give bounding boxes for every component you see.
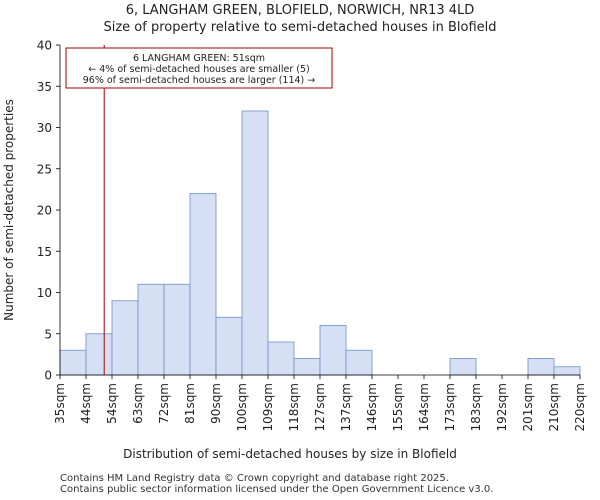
histogram-bar-54sqm — [111, 300, 139, 376]
histogram-chart: 6, LANGHAM GREEN, BLOFIELD, NORWICH, NR1… — [2, 3, 587, 461]
x-tick-label: 220sqm — [573, 383, 587, 431]
x-tick-label: 100sqm — [235, 383, 249, 431]
histogram-bar-90sqm — [215, 316, 243, 376]
y-tick-label: 40 — [37, 39, 52, 53]
footer-line-2: Contains public sector information licen… — [60, 484, 494, 495]
y-tick-label: 0 — [44, 369, 52, 383]
x-axis-label: Distribution of semi-detached houses by … — [123, 447, 457, 461]
histogram-bar-118sqm — [293, 358, 321, 376]
histogram-bar-127sqm — [319, 325, 347, 376]
bars-group — [59, 110, 581, 376]
y-tick-label: 5 — [44, 327, 52, 341]
x-tick-label: 201sqm — [521, 383, 535, 431]
histogram-bar-81sqm — [189, 193, 217, 376]
x-tick-label: 90sqm — [209, 383, 223, 424]
x-tick-label: 210sqm — [547, 383, 561, 431]
x-tick-label: 118sqm — [287, 383, 301, 431]
annotation-line-3: 96% of semi-detached houses are larger (… — [83, 75, 316, 86]
annotation-line-2: ← 4% of semi-detached houses are smaller… — [88, 64, 309, 75]
y-tick-label: 25 — [37, 162, 52, 176]
chart-title: 6, LANGHAM GREEN, BLOFIELD, NORWICH, NR1… — [126, 3, 475, 18]
x-axis-ticks: 35sqm 44sqm 54sqm 63sqm 72sqm 81sqm 90sqm 100sq… — [53, 375, 587, 431]
annotation-line-1: 6 LANGHAM GREEN: 51sqm — [133, 53, 265, 64]
y-tick-label: 35 — [37, 80, 52, 94]
histogram-bar-173sqm — [449, 358, 477, 376]
x-tick-label: 63sqm — [131, 383, 145, 424]
annotation-border — [65, 47, 333, 89]
x-tick-label: 137sqm — [339, 383, 353, 431]
y-tick-label: 15 — [37, 245, 52, 259]
x-tick-label: 173sqm — [443, 383, 457, 431]
x-tick-label: 183sqm — [469, 383, 483, 431]
y-tick-label: 10 — [37, 286, 52, 300]
histogram-bar-201sqm — [527, 358, 555, 376]
x-tick-label: 54sqm — [105, 383, 119, 424]
histogram-bar-109sqm — [267, 341, 295, 376]
histogram-bar-100sqm — [241, 110, 269, 376]
x-tick-label: 81sqm — [183, 383, 197, 424]
x-tick-label: 155sqm — [391, 383, 405, 431]
annotation-box: 6 LANGHAM GREEN: 51sqm ← 4% of semi-deta… — [65, 47, 333, 89]
y-tick-label: 20 — [37, 204, 52, 218]
x-tick-label: 192sqm — [495, 383, 509, 431]
y-axis-ticks: 0 5 10 15 20 25 30 35 40 — [37, 39, 60, 383]
x-tick-label: 146sqm — [365, 383, 379, 431]
histogram-bar-210sqm — [553, 366, 581, 376]
footer-line-1: Contains HM Land Registry data © Crown c… — [60, 473, 449, 484]
footer: Contains HM Land Registry data © Crown c… — [60, 473, 493, 495]
y-tick-label: 30 — [37, 121, 52, 135]
histogram-bar-72sqm — [163, 283, 191, 376]
histogram-bar-63sqm — [137, 283, 165, 376]
x-tick-label: 35sqm — [53, 383, 67, 424]
histogram-bar-44sqm — [85, 333, 113, 376]
chart-subtitle: Size of property relative to semi-detach… — [103, 20, 496, 35]
x-tick-label: 127sqm — [313, 383, 327, 431]
y-axis-label: Number of semi-detached properties — [2, 99, 16, 321]
histogram-bar-35sqm — [59, 349, 87, 376]
x-tick-label: 44sqm — [79, 383, 93, 424]
x-tick-label: 72sqm — [157, 383, 171, 424]
x-tick-label: 109sqm — [261, 383, 275, 431]
x-tick-label: 164sqm — [417, 383, 431, 431]
histogram-bar-137sqm — [345, 349, 373, 376]
